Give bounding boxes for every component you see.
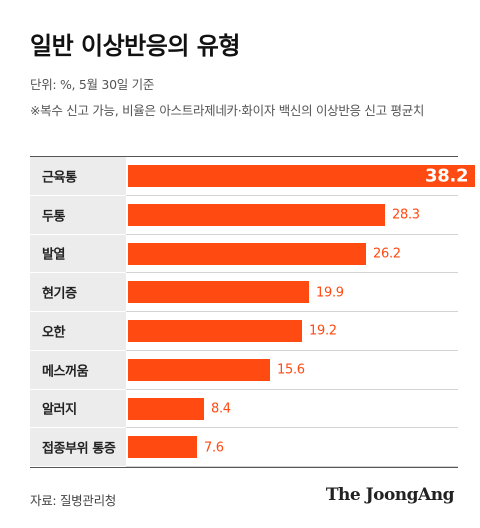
chart-title: 일반 이상반응의 유형	[30, 32, 240, 60]
category-label-cell: 접종부위 통증	[30, 428, 126, 467]
row-divider	[126, 466, 458, 467]
row-divider	[126, 233, 458, 235]
bar	[128, 320, 302, 342]
row-divider	[126, 349, 458, 351]
row-divider	[126, 311, 458, 312]
value-label: 38.2	[425, 165, 469, 187]
row-divider	[126, 194, 458, 196]
value-label: 19.9	[316, 285, 344, 301]
category-label: 근육통	[42, 170, 77, 186]
bar	[128, 358, 270, 381]
category-label-cell: 발열	[30, 234, 126, 274]
category-label: 알러지	[42, 402, 77, 418]
bar-row: 알러지 8.4	[30, 389, 458, 429]
bar	[128, 165, 475, 187]
source-note: 자료: 질병관리청	[30, 493, 116, 508]
row-divider	[126, 388, 458, 390]
bar	[128, 242, 366, 265]
bar-row: 접종부위 통증 7.6	[30, 428, 458, 467]
category-label: 현기증	[42, 286, 77, 302]
bar	[128, 436, 197, 459]
value-label: 15.6	[277, 362, 305, 378]
bar-row: 근육통 38.2	[30, 157, 475, 196]
value-label: 26.2	[373, 246, 401, 262]
row-divider	[126, 272, 458, 274]
table-bottom-rule	[30, 467, 458, 468]
bar-chart: 근육통 38.2 두통 28.3 발열 26.2 현기증 19.9 오한 19.2 메스꺼움 15.6…	[30, 157, 475, 467]
bar	[128, 397, 204, 420]
row-divider	[126, 427, 458, 429]
footnote: ※복수 신고 가능, 비율은 아스트라제네카·화이자 백신의 이상반응 신고 평…	[30, 103, 425, 118]
value-label: 19.2	[309, 323, 337, 339]
category-label-cell: 근육통	[30, 157, 126, 196]
category-label-cell: 두통	[30, 195, 126, 235]
category-label: 접종부위 통증	[42, 441, 116, 457]
bar	[128, 281, 309, 304]
unit-note: 단위: %, 5월 30일 기준	[30, 77, 155, 92]
category-label-cell: 오한	[30, 312, 126, 351]
category-label-cell: 현기증	[30, 273, 126, 312]
category-label: 메스꺼움	[42, 364, 89, 380]
category-label: 두통	[42, 209, 66, 225]
category-label: 오한	[42, 325, 66, 341]
brand-logo: The JoongAng	[325, 485, 455, 505]
bar-row: 현기증 19.9	[30, 273, 458, 312]
bar-row: 두통 28.3	[30, 195, 458, 235]
value-label: 7.6	[204, 440, 224, 456]
bar-row: 메스꺼움 15.6	[30, 350, 458, 390]
bar-row: 발열 26.2	[30, 234, 458, 274]
bar-row: 오한 19.2	[30, 312, 458, 351]
value-label: 8.4	[211, 401, 231, 417]
category-label-cell: 알러지	[30, 389, 126, 429]
category-label: 발열	[42, 247, 66, 263]
table-top-rule	[30, 156, 458, 157]
value-label: 28.3	[392, 207, 420, 223]
bar	[128, 203, 385, 226]
category-label-cell: 메스꺼움	[30, 350, 126, 390]
